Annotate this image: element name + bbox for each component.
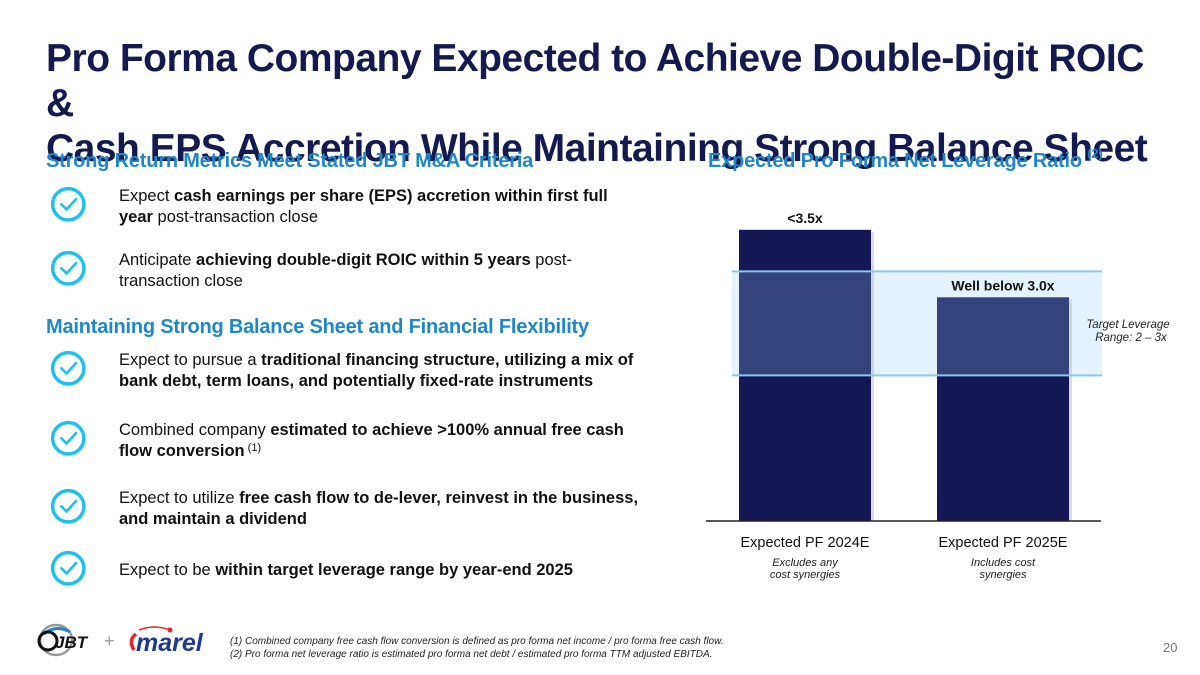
category-label: Expected PF 2024E [741, 535, 870, 551]
bar-1-in-range-segment [739, 271, 871, 376]
jbt-logo-text: JBT [55, 633, 89, 652]
body-text: Expect [119, 187, 175, 205]
emphasis-text: within target leverage range by year-end… [215, 561, 573, 579]
bar-data-label: <3.5x [787, 210, 823, 226]
footnotes: (1) Combined company free cash flow conv… [230, 635, 724, 661]
bar-shadow [940, 299, 1072, 521]
emphasis-text: free cash flow to de-lever, reinvest in … [119, 489, 639, 528]
criteria-item-text: Expect to utilize free cash flow to de-l… [119, 488, 639, 530]
emphasis-text: cash earnings per share (EPS) accretion … [119, 187, 608, 226]
page-title: Pro Forma Company Expected to Achieve Do… [46, 36, 1176, 171]
chart-heading-footnote: (2) [1087, 146, 1103, 161]
check-circle-icon [50, 250, 86, 287]
title-line-2: Cash EPS Accretion While Maintaining Str… [46, 127, 1148, 170]
check-circle-icon [50, 550, 86, 587]
check-circle-icon [50, 420, 86, 457]
footnote-1: (1) Combined company free cash flow conv… [230, 636, 724, 647]
criteria-item-text: Expect to pursue a traditional financing… [119, 350, 639, 392]
bar-1 [739, 229, 871, 522]
title-line-1: Pro Forma Company Expected to Achieve Do… [46, 37, 1144, 125]
page-number: 20 [1163, 640, 1178, 655]
category-note: Includes cost synergies [971, 557, 1036, 581]
emphasis-text: estimated to achieve >100% annual free c… [119, 421, 624, 460]
body-text: post-transaction close [119, 251, 572, 290]
emphasis-text: traditional financing structure, utilizi… [119, 351, 634, 390]
body-text: Anticipate [119, 251, 197, 269]
footnote-ref: (1) [244, 442, 262, 454]
body-text: Expect to pursue a [119, 351, 262, 369]
body-text: Combined company [119, 421, 271, 439]
marel-logo: marel [129, 626, 204, 657]
check-circle-icon [50, 186, 86, 223]
body-text: Expect to utilize [119, 489, 240, 507]
chart-heading: Expected Pro Forma Net Leverage Ratio (2… [708, 146, 1103, 173]
criteria-item-text: Combined company estimated to achieve >1… [119, 420, 639, 462]
footnote-2: (2) Pro forma net leverage ratio is esti… [230, 649, 713, 660]
target-range-band [732, 271, 1102, 376]
jbt-logo: JBT [37, 623, 89, 657]
bar-2 [937, 297, 1069, 521]
body-text: post-transaction close [152, 208, 319, 226]
category-note: Excludes any cost synergies [770, 557, 841, 581]
criteria-item-text: Expect cash earnings per share (EPS) acc… [119, 186, 639, 228]
check-circle-icon [50, 350, 86, 387]
chart-heading-text: Expected Pro Forma Net Leverage Ratio [708, 150, 1082, 172]
bar-2-in-range-segment [937, 297, 1069, 376]
logo-plus: + [104, 631, 115, 651]
section-heading-return-metrics: Strong Return Metrics Meet Stated JBT M&… [46, 150, 534, 172]
logo-group: JBT + marel [37, 623, 204, 657]
section-heading-balance-sheet: Maintaining Strong Balance Sheet and Fin… [46, 316, 589, 338]
company-logos: JBT + marel [36, 620, 226, 660]
emphasis-text: achieving double-digit ROIC within 5 yea… [196, 251, 531, 269]
body-text: Expect to be [119, 561, 216, 579]
bar-data-label: Well below 3.0x [951, 277, 1054, 293]
criteria-item-text: Anticipate achieving double-digit ROIC w… [119, 250, 639, 292]
marel-logo-text: marel [136, 629, 204, 657]
check-circle-icon [50, 488, 86, 525]
bar-shadow [742, 231, 874, 522]
category-label: Expected PF 2025E [939, 535, 1068, 551]
criteria-item-text: Expect to be within target leverage rang… [119, 560, 639, 581]
target-range-label: Target Leverage Range: 2 – 3x [1086, 319, 1169, 344]
